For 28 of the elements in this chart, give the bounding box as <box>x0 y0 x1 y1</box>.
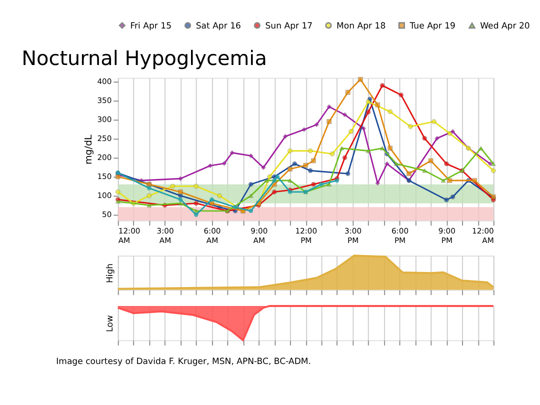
y-axis-title: Low <box>106 315 116 332</box>
text: Image courtesy of Davida F. Kruger, MSN, APN-BC, BC-ADM. <box>56 357 312 368</box>
x-tick-label: 3:00 AM <box>156 226 174 245</box>
y-axis-title: mg/dL <box>83 134 94 165</box>
legend-label: Mon Apr 18 <box>336 21 386 32</box>
x-tick-label: 3:00 PM <box>344 226 362 245</box>
y-tick-label: 200 <box>97 153 112 162</box>
chart-title: Nocturnal Hypoglycemia <box>22 46 267 70</box>
y-tick-label: 400 <box>97 77 112 86</box>
legend-label: Sat Apr 16 <box>196 21 241 32</box>
y-tick-label: 300 <box>97 115 112 124</box>
legend-label: Wed Apr 20 <box>480 21 530 32</box>
y-tick-label: 350 <box>97 96 112 106</box>
x-tick-label: 12:00 AM <box>118 226 140 245</box>
legend-label: Sun Apr 17 <box>265 21 313 32</box>
y-tick-label: 250 <box>97 134 112 144</box>
x-tick-label: 12:00 PM <box>295 226 318 245</box>
x-tick-label: 9:00 PM <box>438 226 456 245</box>
x-tick-label: 9:00 AM <box>250 226 268 245</box>
y-tick-label: 150 <box>97 172 112 182</box>
x-tick-label: 6:00 AM <box>204 226 221 245</box>
legend-label: Tue Apr 19 <box>408 21 456 32</box>
y-tick-label: 100 <box>97 191 112 200</box>
x-tick-label: 6:00 PM <box>391 226 409 245</box>
y-axis-title: High <box>106 263 116 284</box>
y-tick-label: 50 <box>102 210 112 220</box>
legend-label: Fri Apr 15 <box>130 21 172 32</box>
x-tick-label: 12:00 AM <box>472 226 494 245</box>
